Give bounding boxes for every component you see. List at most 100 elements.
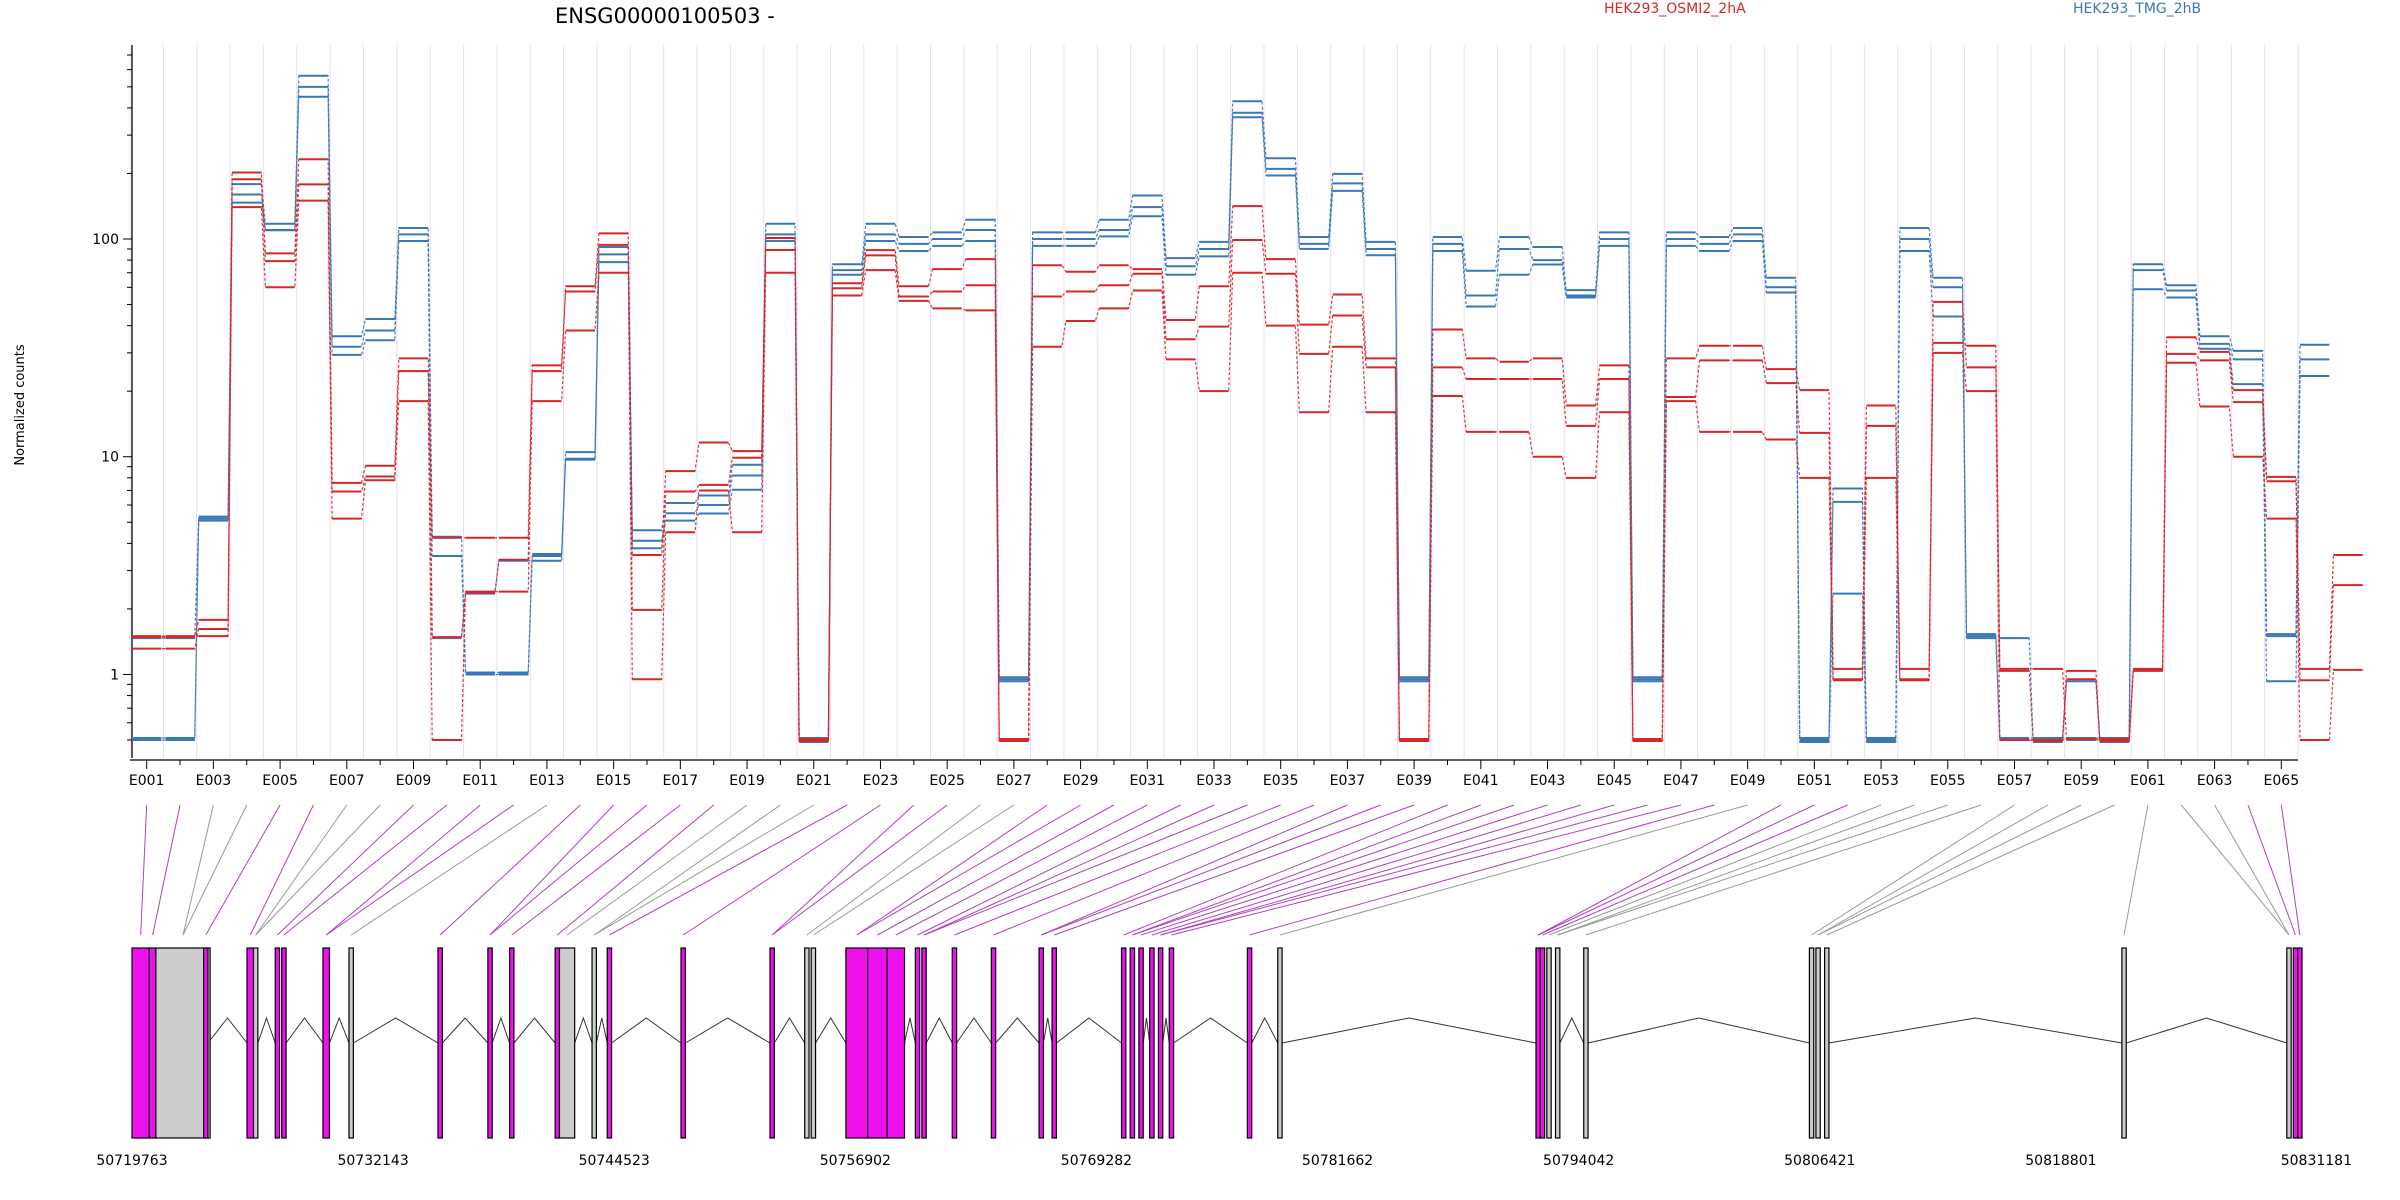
exon-link bbox=[1151, 804, 1582, 936]
exon-block bbox=[1129, 947, 1136, 1139]
exon-link bbox=[682, 804, 881, 936]
exon-link bbox=[856, 804, 1081, 936]
exon-link bbox=[255, 804, 381, 936]
exon-block bbox=[1808, 947, 1815, 1139]
series-3 bbox=[132, 158, 2363, 740]
intron-connector bbox=[1828, 1017, 2122, 1044]
intron-connector bbox=[995, 1017, 1040, 1044]
exon-block bbox=[203, 947, 209, 1139]
exon-block bbox=[867, 947, 888, 1139]
exon-block bbox=[2286, 947, 2292, 1139]
x-tick-label: E043 bbox=[1530, 773, 1566, 789]
exon-block bbox=[1157, 947, 1164, 1139]
exon-link bbox=[489, 804, 614, 936]
x-tick-label: E037 bbox=[1330, 773, 1366, 789]
exon-link bbox=[1140, 804, 1548, 936]
exon-block bbox=[1815, 947, 1821, 1139]
exon-link bbox=[1132, 804, 1482, 936]
series-line bbox=[132, 178, 2363, 742]
legend-label-osmi: HEK293_OSMI2_2hA bbox=[1604, 1, 1746, 17]
intron-connector bbox=[1282, 1017, 1537, 1044]
genomic-tick-label: 50732143 bbox=[337, 1153, 408, 1169]
x-tick-label: E015 bbox=[596, 773, 632, 789]
x-tick-label: E009 bbox=[396, 773, 432, 789]
y-tick-label: 10 bbox=[101, 450, 119, 466]
x-tick-label: E017 bbox=[663, 773, 699, 789]
x-tick-label: E051 bbox=[1797, 773, 1833, 789]
x-tick-label: E035 bbox=[1263, 773, 1299, 789]
exon-link bbox=[182, 804, 214, 936]
exon-block bbox=[131, 947, 150, 1139]
exon-link bbox=[205, 804, 281, 936]
intron-connector bbox=[773, 1017, 806, 1044]
y-axis-label: Normalized counts bbox=[13, 344, 28, 466]
exon-link bbox=[609, 804, 848, 936]
exon-link bbox=[1537, 804, 1782, 936]
intron-connector bbox=[491, 1016, 511, 1044]
intron-connector bbox=[574, 1016, 593, 1044]
exon-block bbox=[951, 947, 958, 1139]
x-tick-label: E061 bbox=[2130, 773, 2166, 789]
x-tick-label: E057 bbox=[1997, 773, 2033, 789]
exon-link bbox=[140, 804, 148, 936]
x-axis-exons: E001 E003 E005 E007 E009 E011 E013 E015 E017 E019… bbox=[129, 759, 2300, 789]
genomic-coordinate-axis: 50719763 50732143 50744523 50756902 50769282… bbox=[96, 1153, 2352, 1169]
exon-block bbox=[1546, 947, 1552, 1139]
exon-block bbox=[1583, 947, 1589, 1139]
x-tick-label: E055 bbox=[1930, 773, 1966, 789]
exon-block bbox=[921, 947, 927, 1139]
exon-block bbox=[1149, 947, 1155, 1139]
exon-link bbox=[1542, 804, 1848, 936]
exon-block bbox=[155, 947, 211, 1139]
exon-link bbox=[1585, 804, 1982, 936]
intron-connector bbox=[685, 1017, 771, 1044]
intron-connector bbox=[1162, 1017, 1170, 1044]
intron-connector bbox=[285, 1017, 324, 1044]
exon-block bbox=[322, 947, 331, 1139]
intron-connector bbox=[207, 1017, 248, 1044]
exon-link bbox=[806, 804, 981, 936]
exon-link bbox=[325, 804, 514, 936]
exon-link bbox=[771, 804, 948, 936]
series-4 bbox=[132, 178, 2363, 742]
exon-link bbox=[813, 804, 1015, 936]
exon-link bbox=[283, 804, 448, 936]
intron-connector bbox=[815, 1017, 847, 1044]
genomic-tick-label: 50818801 bbox=[2025, 1153, 2096, 1169]
genomic-tick-label: 50756902 bbox=[820, 1153, 891, 1169]
x-tick-label: E041 bbox=[1463, 773, 1499, 789]
exon-block bbox=[606, 947, 613, 1139]
exon-link bbox=[1811, 804, 2015, 936]
series-line bbox=[132, 86, 2330, 741]
x-tick-label: E033 bbox=[1196, 773, 1232, 789]
exon-link bbox=[182, 804, 248, 936]
intron-connector bbox=[1142, 1017, 1151, 1044]
exon-block bbox=[591, 947, 597, 1139]
x-tick-label: E025 bbox=[929, 773, 965, 789]
x-tick-label: E045 bbox=[1596, 773, 1632, 789]
x-tick-label: E011 bbox=[462, 773, 498, 789]
series-line bbox=[132, 200, 2363, 741]
genomic-tick-label: 50831181 bbox=[2281, 1153, 2352, 1169]
intron-connector bbox=[329, 1016, 350, 1044]
exon-link bbox=[277, 804, 414, 936]
intron-connector bbox=[1587, 1017, 1810, 1044]
exon-link bbox=[593, 804, 815, 936]
exon-link bbox=[557, 804, 715, 936]
exon-block bbox=[1535, 947, 1541, 1139]
exon-link bbox=[566, 804, 748, 936]
gene-model bbox=[131, 947, 2303, 1139]
exon-block bbox=[1038, 947, 1045, 1139]
intron-connector bbox=[595, 1017, 608, 1044]
genomic-tick-label: 50744523 bbox=[579, 1153, 650, 1169]
exon-link bbox=[1548, 804, 1882, 936]
exon-link bbox=[917, 804, 1181, 936]
exon-block bbox=[810, 947, 817, 1139]
exon-to-gene-links bbox=[140, 804, 2301, 936]
intron-connector bbox=[1251, 1016, 1279, 1044]
exon-block bbox=[2292, 947, 2299, 1139]
exon-block bbox=[2121, 947, 2127, 1139]
x-tick-label: E065 bbox=[2264, 773, 2300, 789]
chart-title: ENSG00000100503 - bbox=[555, 4, 775, 28]
exon-link bbox=[489, 804, 648, 936]
